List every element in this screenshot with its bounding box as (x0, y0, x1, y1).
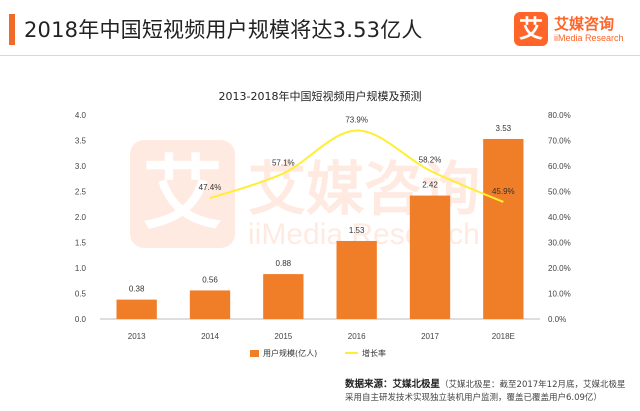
brand-logo: 艾 艾媒咨询 iiMedia Research (514, 12, 634, 52)
left-axis-tick-label: 2.0 (75, 213, 87, 222)
left-axis-tick-label: 2.5 (75, 188, 87, 197)
right-axis-tick-label: 10.0% (548, 290, 571, 299)
bar-value-label: 3.53 (496, 124, 512, 133)
bar-2018E (483, 138, 524, 319)
x-axis-tick-label: 2014 (201, 332, 219, 341)
left-axis-tick-label: 0.0 (75, 315, 87, 324)
source-label: 数据来源： (345, 379, 393, 390)
right-axis-tick-label: 20.0% (548, 264, 571, 273)
logo-mark-icon: 艾 (514, 12, 548, 46)
logo-name: 艾媒咨询 (554, 15, 615, 33)
right-axis-tick-label: 30.0% (548, 239, 571, 248)
x-axis-tick-label: 2015 (274, 332, 292, 341)
right-axis-tick-label: 80.0% (548, 111, 571, 120)
right-axis-tick-label: 70.0% (548, 137, 571, 146)
right-axis-tick-label: 0.0% (548, 315, 566, 324)
chart-title: 2013-2018年中国短视频用户规模及预测 (219, 89, 422, 103)
growth-rate-label: 45.9% (492, 187, 515, 196)
growth-rate-line (209, 129, 504, 203)
x-axis-tick-label: 2016 (348, 332, 366, 341)
legend-label-line: 增长率 (362, 348, 386, 358)
user-scale-chart: 2013-2018年中国短视频用户规模及预测 0.0 0.5 1.0 1.5 2.0 2.… (75, 89, 571, 358)
x-axis-tick-label: 2017 (421, 332, 439, 341)
source-note-1: （艾媒北极星：截至2017年12月底，艾媒北极星 (440, 380, 626, 390)
growth-rate-label: 47.4% (199, 183, 222, 192)
x-axis-tick-label: 2013 (128, 332, 146, 341)
growth-rate-label: 73.9% (345, 116, 368, 125)
page-title: 2018年中国短视频用户规模将达3.53亿人 (24, 18, 423, 42)
logo-subtitle: iiMedia Research (554, 33, 624, 43)
left-axis-tick-label: 4.0 (75, 111, 87, 120)
bar-value-label: 2.42 (422, 181, 438, 190)
source-note-2: 采用自主研发技术实现独立装机用户监测，覆盖已覆盖用户6.09亿） (345, 393, 602, 403)
bar-2016 (336, 240, 377, 319)
data-source: 数据来源：艾媒北极星（艾媒北极星：截至2017年12月底，艾媒北极星 采用自主研… (345, 378, 637, 405)
x-axis-tick-label: 2018E (492, 332, 515, 341)
legend-label-bar: 用户规模(亿人) (263, 348, 317, 358)
left-axis-tick-label: 3.0 (75, 162, 87, 171)
growth-rate-label: 57.1% (272, 158, 295, 167)
header-divider (0, 55, 640, 56)
source-brand: 艾媒北极星 (392, 379, 441, 390)
left-axis-tick-label: 3.5 (75, 137, 87, 146)
bar-value-label: 0.56 (202, 275, 218, 284)
left-axis-tick-label: 0.5 (75, 290, 87, 299)
left-axis-tick-label: 1.5 (75, 239, 87, 248)
bar-2015 (263, 274, 304, 319)
bar-value-label: 0.88 (276, 259, 292, 268)
legend-swatch-bar (250, 350, 259, 357)
bar-value-label: 1.53 (349, 226, 365, 235)
bar-value-label: 0.38 (129, 285, 145, 294)
right-axis-tick-label: 60.0% (548, 162, 571, 171)
bar-2013 (116, 299, 157, 319)
bar-2017 (409, 195, 451, 319)
right-axis-tick-label: 40.0% (548, 213, 571, 222)
left-axis-tick-label: 1.0 (75, 264, 87, 273)
bar-2014 (189, 290, 231, 319)
growth-rate-label: 58.2% (419, 156, 442, 165)
right-axis-tick-label: 50.0% (548, 188, 571, 197)
header-accent-bar (9, 14, 15, 45)
